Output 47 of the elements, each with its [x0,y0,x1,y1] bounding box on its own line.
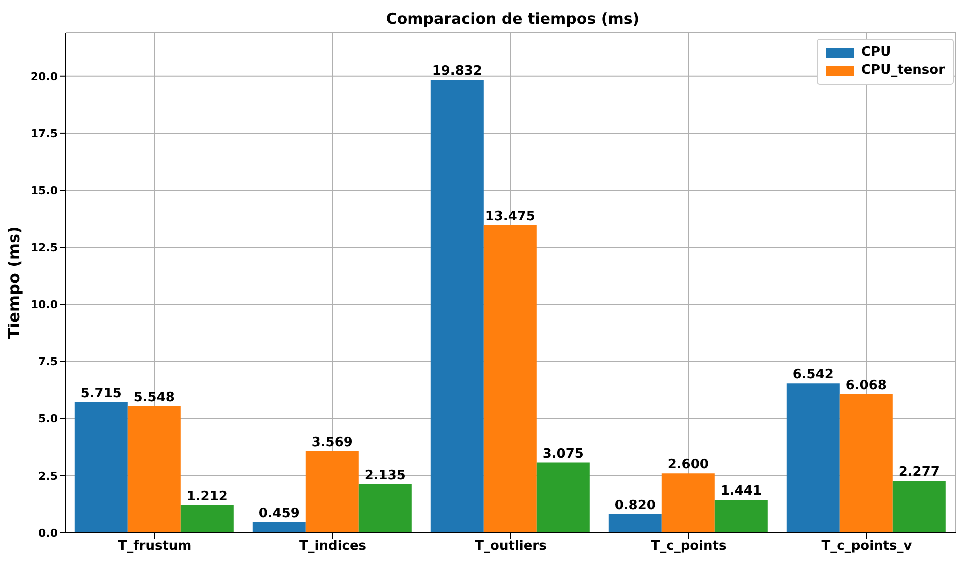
data-label: 0.820 [614,498,656,514]
data-label: 3.569 [312,436,353,451]
bar [484,225,537,533]
legend-label: CPU_tensor [860,62,945,80]
bar [786,384,840,533]
data-label: 0.459 [258,506,300,522]
data-label: 1.212 [186,489,228,504]
bar [536,462,590,533]
y-tick-label: 10.0 [30,298,58,312]
data-label: 5.715 [80,386,122,402]
data-label: 13.475 [485,209,536,224]
x-tick-label: T_c_points_v [822,539,913,554]
y-tick-label: 20.0 [30,70,58,84]
bar [74,402,128,533]
legend-label: CPU [860,44,892,62]
data-label: 2.135 [364,468,406,484]
y-tick-label: 15.0 [30,184,58,198]
data-label: 5.548 [134,390,175,406]
y-tick-label: 2.5 [38,470,58,483]
y-tick-label: 17.5 [30,127,58,140]
y-tick-label: 0.0 [38,526,58,540]
bar [892,481,946,533]
x-tick-label: T_outliers [475,539,548,554]
data-label: 1.441 [720,484,762,500]
bar [430,80,484,533]
x-tick-label: T_c_points [651,539,727,554]
bar [608,514,662,533]
y-tick-label: 12.5 [30,242,58,255]
data-label: 6.542 [792,368,834,383]
data-label: 6.068 [846,378,887,394]
chart-title: Comparacion de tiempos (ms) [385,10,641,28]
data-label: 19.832 [432,64,482,80]
data-label: 2.277 [898,465,940,480]
bar [252,522,306,533]
x-tick-label: T_indices [299,539,367,554]
bar [180,505,234,533]
bar [714,500,768,533]
bar [840,394,893,533]
data-label: 2.600 [668,458,709,473]
bar [662,474,715,533]
y-tick-label: 7.5 [38,356,58,369]
data-label: 3.075 [542,446,584,462]
y-tick-label: 5.0 [38,412,58,426]
bar [306,452,359,533]
x-tick-label: T_frustum [118,539,192,554]
bar [358,484,412,533]
bar [128,406,181,533]
